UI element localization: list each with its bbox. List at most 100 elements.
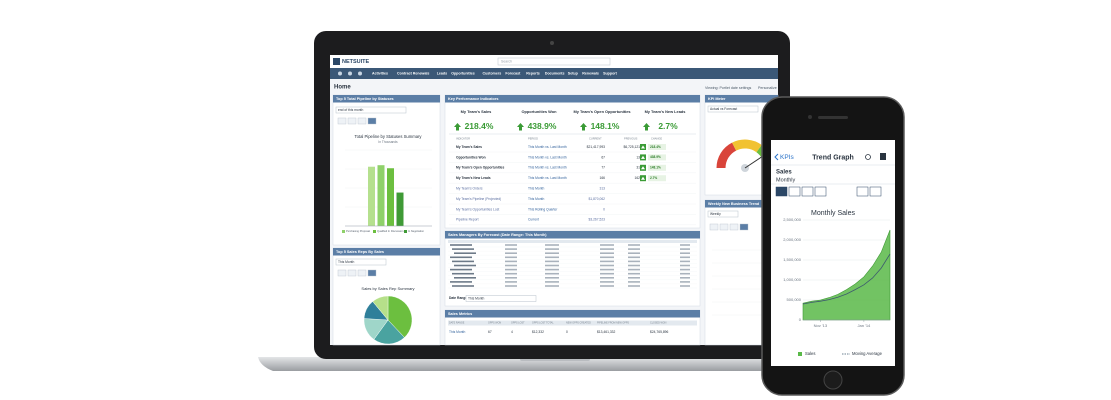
nav-item[interactable]: Contract Renewals bbox=[397, 71, 429, 75]
dropdown-value[interactable]: Actual vs Forecast bbox=[710, 107, 737, 111]
chart-type-button bbox=[801, 186, 814, 197]
cell-placeholder bbox=[545, 252, 559, 254]
cell-placeholder bbox=[505, 260, 517, 263]
change-value: 438.9% bbox=[650, 155, 661, 159]
personalize[interactable]: Personalize bbox=[758, 86, 777, 90]
nav-icon[interactable] bbox=[358, 71, 362, 76]
portlet-title: Sales Metrics bbox=[448, 312, 472, 316]
status-bar bbox=[771, 140, 895, 145]
back-chevron[interactable] bbox=[774, 153, 779, 161]
nav-icon[interactable] bbox=[338, 71, 342, 76]
screen-title: Trend Graph bbox=[812, 154, 854, 161]
indicator: My Team's Open Opportunities bbox=[456, 166, 505, 170]
column-header: DATE RANGE bbox=[449, 322, 465, 325]
legend-label: In Negotiation bbox=[408, 229, 425, 233]
nav-item[interactable]: Setup bbox=[568, 71, 579, 75]
cell-placeholder bbox=[545, 244, 559, 246]
nav-item[interactable]: Support bbox=[603, 71, 618, 75]
pie-slice bbox=[372, 295, 389, 321]
dropdown-value[interactable]: This Month bbox=[468, 296, 484, 300]
cell: This Month bbox=[528, 186, 544, 190]
change-value-bg bbox=[648, 144, 666, 150]
chart-type-button bbox=[775, 186, 788, 197]
nav-item[interactable]: Customers bbox=[483, 71, 502, 75]
cell-placeholder bbox=[505, 244, 517, 246]
cell-placeholder bbox=[628, 252, 640, 254]
cell: 77 bbox=[601, 166, 605, 170]
cell-placeholder bbox=[680, 244, 690, 246]
portlet-header bbox=[445, 231, 700, 239]
alerts-icon bbox=[880, 153, 886, 160]
cell-placeholder bbox=[454, 264, 476, 267]
portlet-header bbox=[705, 95, 778, 103]
y-tick-label: 2,500,000 bbox=[783, 217, 802, 222]
cell: 67 bbox=[488, 330, 492, 334]
chart-type-button bbox=[709, 223, 719, 231]
cell-placeholder bbox=[628, 260, 640, 263]
chart-type-button bbox=[729, 223, 739, 231]
nav-item[interactable]: Documents bbox=[545, 71, 565, 75]
chart-type-button bbox=[337, 269, 347, 277]
badge-arrow bbox=[641, 166, 645, 170]
cell-placeholder bbox=[680, 248, 690, 250]
cell-placeholder bbox=[450, 268, 472, 271]
portlet-title: Top 5 Sales Reps By Sales bbox=[336, 250, 384, 254]
cell-placeholder bbox=[505, 248, 517, 250]
cell-placeholder bbox=[545, 268, 559, 271]
pie-slice bbox=[373, 319, 405, 345]
dashboard: NETSUITE Search Activities Contract Renewal… bbox=[332, 59, 779, 346]
nav-item[interactable]: Forecast bbox=[505, 71, 521, 75]
y-tick-label: 2,000,000 bbox=[783, 237, 802, 242]
nav-item[interactable]: Leads bbox=[437, 71, 447, 75]
dropdown-value[interactable]: This Month bbox=[338, 260, 354, 264]
dropdown bbox=[707, 210, 739, 218]
cell: $13,461,332 bbox=[597, 330, 616, 334]
column-header: INDICATOR bbox=[456, 137, 470, 141]
nav-icon[interactable] bbox=[348, 71, 352, 76]
nav-item[interactable]: Opportunities bbox=[451, 71, 475, 75]
viewing: Viewing: Portlet date settings bbox=[705, 86, 751, 90]
indicator: Pipeline Report bbox=[456, 218, 479, 222]
portlet-header bbox=[705, 200, 778, 208]
nav-item[interactable]: Reports bbox=[526, 71, 540, 75]
nav-item[interactable]: Renewals bbox=[582, 71, 599, 75]
cell-placeholder bbox=[505, 268, 517, 271]
column-header: OPPS WON bbox=[488, 322, 501, 325]
cell: 0 bbox=[566, 330, 568, 334]
cell-placeholder bbox=[545, 248, 559, 250]
cell-placeholder bbox=[545, 260, 559, 263]
back-button[interactable]: KPIs bbox=[780, 154, 794, 161]
cell-placeholder bbox=[600, 260, 614, 263]
cell-placeholder bbox=[600, 252, 614, 254]
cell-placeholder bbox=[600, 256, 614, 259]
cell: 67 bbox=[601, 155, 605, 159]
brand-logo bbox=[333, 58, 340, 65]
chart-subtitle: In Thousands bbox=[378, 140, 398, 144]
dropdown-value[interactable]: Weekly bbox=[710, 212, 721, 216]
search-icon[interactable] bbox=[865, 154, 871, 160]
cell: $21,417,993 bbox=[587, 145, 606, 149]
portlet-title: Weekly New Business Trend bbox=[708, 202, 760, 206]
chart-type-button bbox=[814, 186, 827, 197]
y-tick-label: 500,000 bbox=[787, 297, 802, 302]
portlet-header bbox=[445, 310, 700, 318]
brand-name: NETSUITE bbox=[342, 59, 370, 65]
cell-placeholder bbox=[680, 285, 690, 287]
phone-speaker bbox=[818, 116, 848, 119]
indicator: Opportunities Won bbox=[456, 155, 486, 159]
search-box[interactable] bbox=[497, 57, 611, 66]
cell: This Month bbox=[449, 330, 465, 334]
phone-home-button[interactable] bbox=[823, 370, 843, 390]
laptop-camera bbox=[550, 41, 554, 45]
pie-slice bbox=[387, 295, 413, 338]
chart-type-button bbox=[347, 117, 357, 125]
dropdown-value[interactable]: end of this month bbox=[338, 108, 363, 112]
kpi-value: 2.7% bbox=[658, 121, 678, 131]
dropdown bbox=[465, 295, 537, 302]
chart-type-button bbox=[869, 186, 882, 197]
chart-type-button bbox=[788, 186, 801, 197]
nav-item[interactable]: Activities bbox=[372, 71, 388, 75]
cell-placeholder bbox=[600, 268, 614, 271]
portlet-title: KPI Meter bbox=[708, 97, 726, 101]
